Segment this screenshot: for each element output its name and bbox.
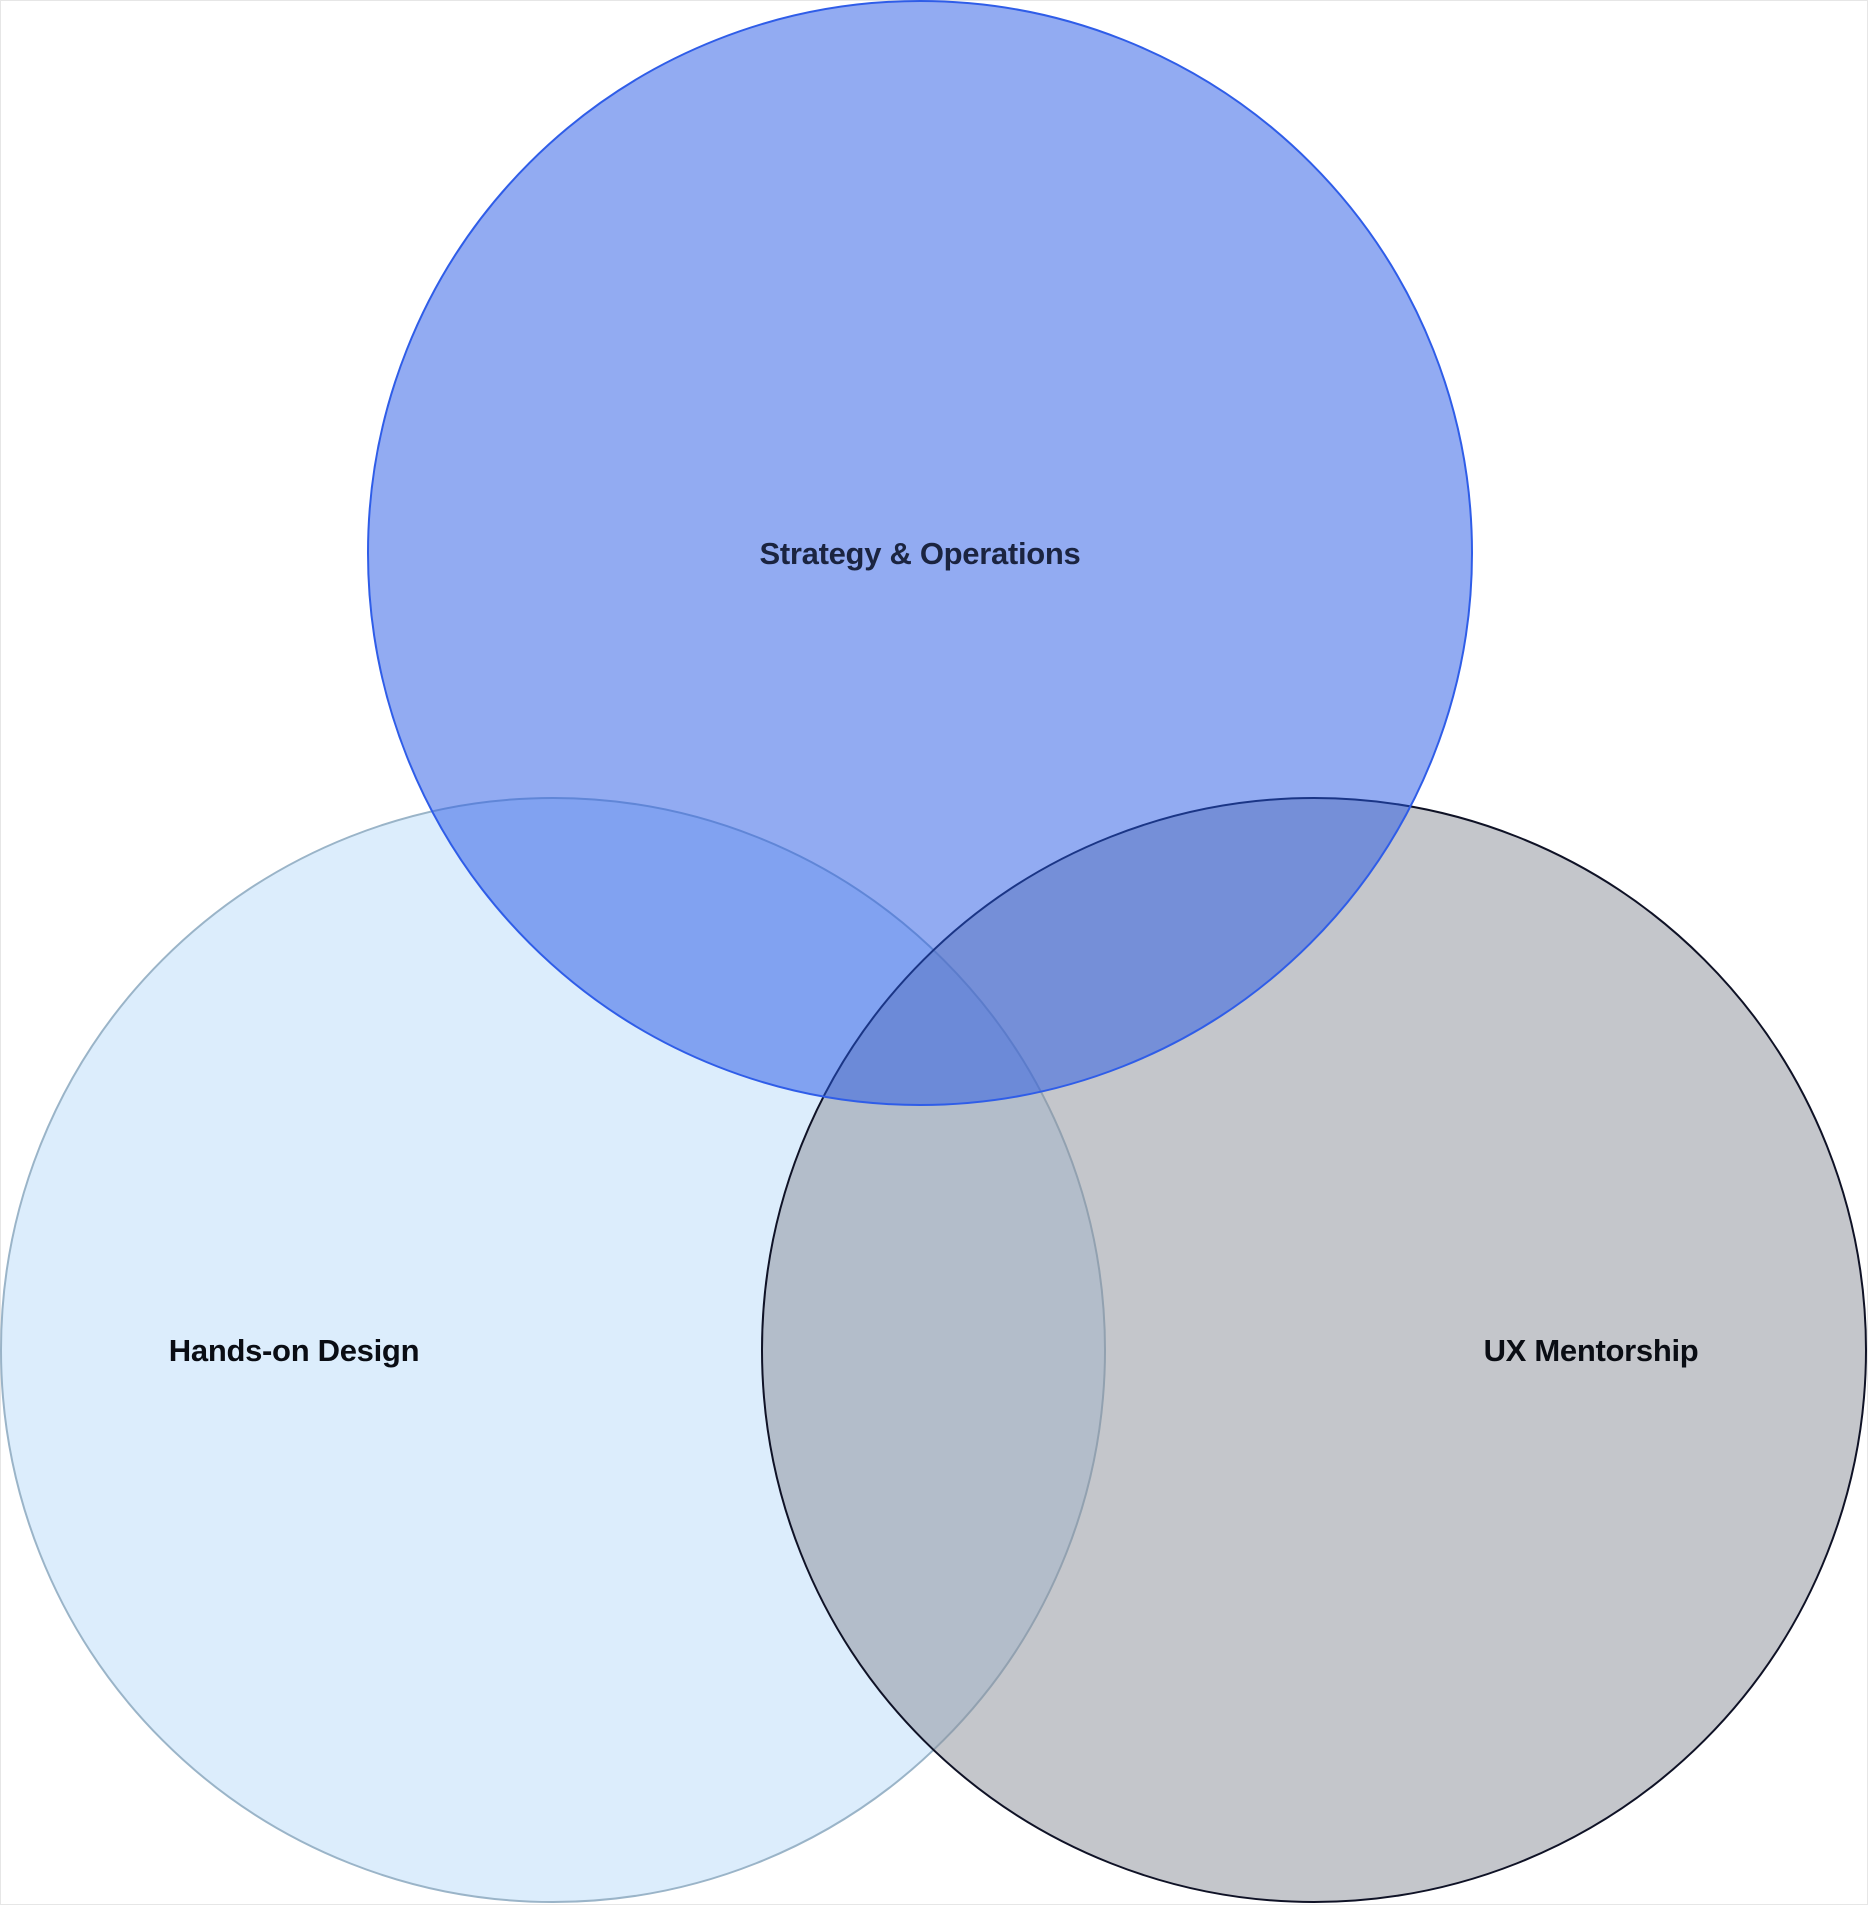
venn-label-hands-on-design: Hands-on Design [169, 1333, 419, 1368]
venn-circle-strategy-operations [367, 0, 1473, 1106]
venn-label-strategy-operations: Strategy & Operations [759, 536, 1080, 571]
venn-label-ux-mentorship: UX Mentorship [1484, 1333, 1699, 1368]
